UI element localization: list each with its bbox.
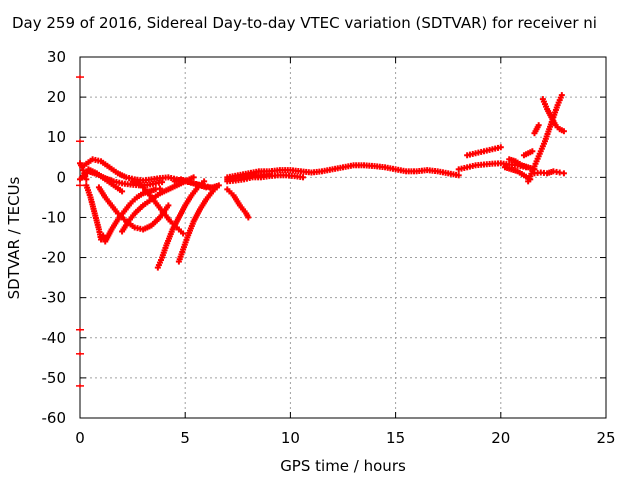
- data-point: [80, 167, 87, 174]
- data-point: [119, 188, 126, 195]
- data-point: [560, 128, 567, 135]
- x-axis-label: GPS time / hours: [280, 457, 406, 475]
- plot-frame: [79, 56, 607, 419]
- y-tick-labels: -60 -50 -40 -30 -20 -10 0 10 20 30: [42, 48, 67, 427]
- data-point: [529, 148, 536, 155]
- y-tick-label: 0: [56, 168, 66, 186]
- y-tick-label: 10: [47, 128, 66, 146]
- data-point: [180, 230, 187, 237]
- x-tick-label: 25: [596, 429, 615, 447]
- data-point: [165, 202, 172, 209]
- chart-title: Day 259 of 2016, Sidereal Day-to-day VTE…: [12, 14, 597, 32]
- y-tick-label: -60: [42, 409, 67, 427]
- x-tick-labels: 0 5 10 15 20 25: [75, 429, 615, 447]
- data-point: [201, 178, 208, 185]
- x-tick-label: 15: [386, 429, 405, 447]
- y-tick-label: -50: [42, 369, 67, 387]
- data-point: [215, 182, 222, 189]
- y-tick-label: -30: [42, 289, 67, 307]
- y-tick-label: -40: [42, 329, 67, 347]
- title-strip: Day 259 of 2016, Sidereal Day-to-day VTE…: [0, 14, 640, 38]
- y-tick-label: -20: [42, 249, 67, 267]
- x-tick-label: 20: [491, 429, 510, 447]
- grid-lines: [80, 57, 606, 418]
- data-point: [83, 176, 90, 183]
- y-tick-label: 20: [47, 88, 66, 106]
- axis-edge-marks: [76, 75, 84, 388]
- data-point: [245, 214, 252, 221]
- x-tick-label: 10: [281, 429, 300, 447]
- data-points: [77, 92, 567, 271]
- axis-ticks: [79, 56, 607, 419]
- data-point: [535, 122, 542, 129]
- data-point: [558, 92, 565, 99]
- x-tick-label: 5: [180, 429, 190, 447]
- data-point: [300, 174, 307, 181]
- data-point: [455, 172, 462, 179]
- y-tick-label: 30: [47, 48, 66, 66]
- data-point: [100, 232, 107, 239]
- data-point: [560, 170, 567, 177]
- data-point: [497, 144, 504, 151]
- data-point: [190, 174, 197, 181]
- x-tick-label: 0: [75, 429, 85, 447]
- y-tick-label: -10: [42, 208, 67, 226]
